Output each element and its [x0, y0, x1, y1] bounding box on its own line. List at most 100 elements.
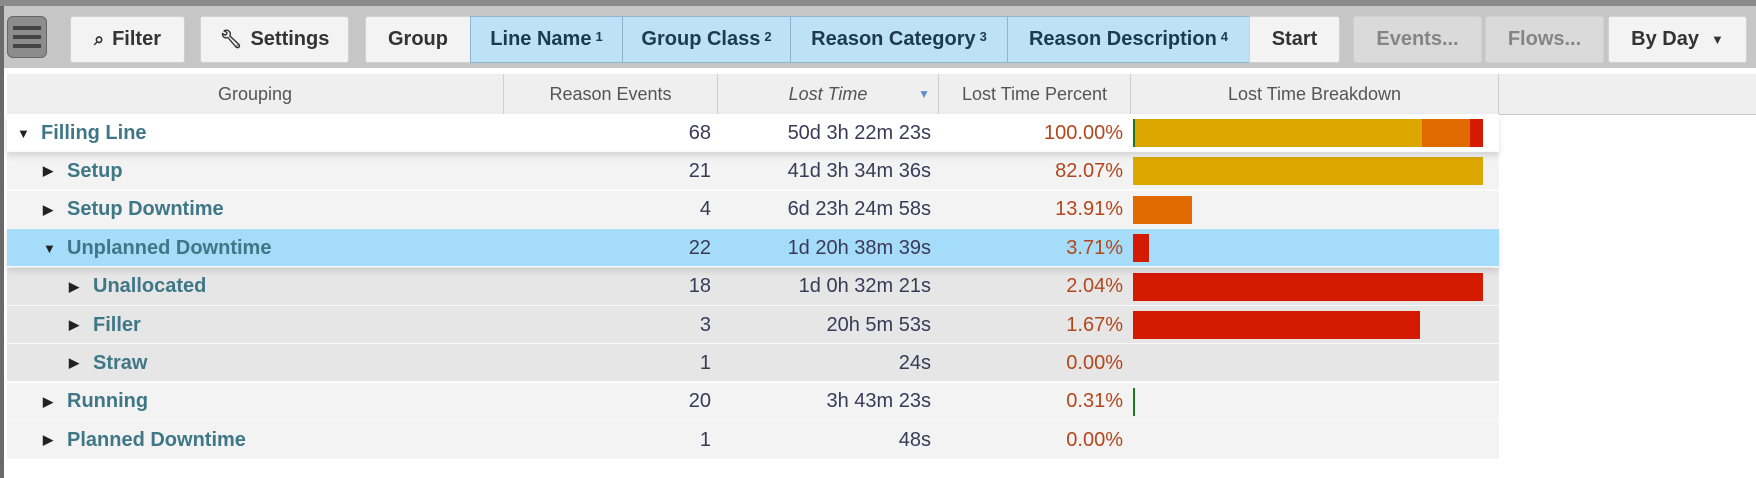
caret-right-icon[interactable]: ▶	[43, 201, 53, 217]
caret-right-icon[interactable]: ▶	[43, 393, 53, 409]
row-lost-time: 6d 23h 24m 58s	[787, 198, 931, 221]
breakdown-segment	[1133, 119, 1135, 147]
table-row[interactable]: ▼ Filling Line 68 50d 3h 22m 23s 100.00%	[7, 114, 1499, 152]
group-chip-reason-category[interactable]: Reason Category 3	[790, 16, 1008, 63]
period-label: By Day	[1631, 28, 1699, 50]
row-name: Unallocated	[93, 275, 207, 298]
breakdown-bar	[1133, 195, 1193, 224]
caret-right-icon[interactable]: ▶	[69, 355, 79, 371]
row-grouping: ▶ Unallocated	[69, 268, 206, 306]
chip-order: 1	[595, 29, 603, 44]
table-row[interactable]: ▶ Straw 1 24s 0.00%	[7, 344, 1499, 383]
period-dropdown[interactable]: By Day ▼	[1608, 16, 1747, 63]
breakdown-bar	[1133, 311, 1420, 339]
breakdown-bar	[1133, 119, 1483, 147]
row-lost-time-percent: 3.71%	[1066, 236, 1123, 259]
flows-button[interactable]: Flows...	[1485, 16, 1604, 63]
caret-down-icon[interactable]: ▼	[43, 240, 56, 256]
row-grouping: ▶ Filler	[69, 306, 141, 344]
breakdown-segment	[1470, 119, 1483, 147]
row-events: 1	[699, 428, 711, 451]
caret-right-icon[interactable]: ▶	[69, 278, 79, 294]
group-label: Group	[388, 28, 448, 50]
column-header-lost-time[interactable]: Lost Time ▼	[718, 74, 939, 114]
group-button[interactable]: Group	[365, 16, 471, 63]
chip-order: 2	[764, 29, 772, 44]
row-grouping: ▼ Unplanned Downtime	[43, 229, 271, 267]
row-events: 1	[699, 351, 711, 374]
chip-order: 4	[1220, 29, 1229, 44]
group-chip-line-name[interactable]: Line Name 1	[470, 16, 623, 63]
row-lost-time-percent: 82.07%	[1055, 159, 1123, 182]
flows-label: Flows...	[1507, 28, 1582, 50]
chip-label: Group Class	[641, 28, 761, 50]
row-name: Filling Line	[41, 121, 147, 144]
header-label: Lost Time	[788, 83, 868, 104]
row-lost-time-percent: 100.00%	[1044, 121, 1123, 144]
chip-label: Reason Category	[811, 28, 976, 50]
breakdown-bar	[1133, 272, 1483, 301]
caret-right-icon[interactable]: ▶	[43, 163, 53, 179]
chip-label: Reason Description	[1028, 28, 1217, 50]
row-lost-time: 41d 3h 34m 36s	[787, 159, 931, 182]
breakdown-segment	[1133, 272, 1483, 301]
column-header-lost-time-percent[interactable]: Lost Time Percent	[939, 74, 1131, 114]
row-lost-time-percent: 0.00%	[1066, 351, 1123, 374]
table-row[interactable]: ▶ Unallocated 18 1d 0h 32m 21s 2.04%	[7, 267, 1499, 306]
column-header-reason-events[interactable]: Reason Events	[504, 74, 718, 114]
filter-button[interactable]: ⌕ Filter	[70, 16, 185, 63]
header-label: Lost Time Percent	[961, 83, 1108, 104]
caret-down-icon: ▼	[1710, 32, 1724, 47]
breakdown-segment	[1133, 195, 1193, 224]
start-button[interactable]: Start	[1249, 16, 1340, 63]
row-events: 20	[688, 390, 711, 413]
breakdown-bar	[1133, 157, 1483, 186]
sort-descending-icon: ▼	[918, 87, 930, 101]
caret-right-icon[interactable]: ▶	[43, 432, 53, 448]
row-name: Setup	[67, 159, 123, 182]
row-name: Straw	[93, 351, 148, 374]
row-events: 4	[699, 198, 711, 221]
table-row[interactable]: ▶ Planned Downtime 1 48s 0.00%	[7, 421, 1499, 460]
breakdown-segment	[1133, 311, 1420, 339]
breakdown-segment	[1421, 119, 1471, 147]
row-lost-time-percent: 1.67%	[1066, 313, 1123, 336]
row-grouping: ▶ Straw	[69, 344, 147, 382]
hamburger-icon	[13, 26, 41, 30]
column-header-lost-time-breakdown[interactable]: Lost Time Breakdown	[1131, 74, 1499, 114]
chip-label: Line Name	[490, 28, 592, 50]
filter-label: Filter	[112, 28, 161, 50]
caret-down-icon[interactable]: ▼	[17, 125, 30, 141]
left-border	[0, 6, 4, 478]
row-events: 68	[688, 121, 711, 144]
row-lost-time-percent: 13.91%	[1055, 198, 1123, 221]
row-grouping: ▶ Planned Downtime	[43, 421, 246, 459]
table-header: Grouping Reason Events Lost Time ▼ Lost T…	[7, 74, 1756, 115]
breakdown-segment	[1133, 387, 1135, 416]
row-lost-time-percent: 2.04%	[1066, 275, 1123, 298]
table-row[interactable]: ▶ Setup 21 41d 3h 34m 36s 82.07%	[7, 152, 1499, 191]
settings-label: Settings	[250, 28, 330, 50]
group-chip-reason-description[interactable]: Reason Description 4	[1007, 16, 1250, 63]
row-lost-time-percent: 0.00%	[1066, 428, 1123, 451]
hamburger-icon-bar	[13, 35, 41, 39]
breakdown-segment	[1135, 119, 1422, 147]
row-lost-time: 50d 3h 22m 23s	[787, 121, 931, 144]
row-grouping: ▶ Setup Downtime	[43, 191, 224, 229]
table-row[interactable]: ▶ Filler 3 20h 5m 53s 1.67%	[7, 306, 1499, 344]
window-top-strip	[0, 0, 1756, 6]
events-button[interactable]: Events...	[1353, 16, 1482, 63]
breakdown-segment	[1133, 234, 1149, 263]
table-row[interactable]: ▼ Unplanned Downtime 22 1d 20h 38m 39s 3…	[7, 229, 1499, 268]
group-chip-group-class[interactable]: Group Class 2	[622, 16, 791, 63]
hamburger-menu-button[interactable]	[7, 16, 47, 58]
row-name: Filler	[93, 313, 141, 336]
row-grouping: ▼ Filling Line	[17, 114, 147, 152]
table-row[interactable]: ▶ Running 20 3h 43m 23s 0.31%	[7, 382, 1499, 421]
start-label: Start	[1271, 28, 1318, 50]
table-row[interactable]: ▶ Setup Downtime 4 6d 23h 24m 58s 13.91%	[7, 190, 1499, 229]
column-header-grouping[interactable]: Grouping	[7, 74, 504, 114]
header-label: Grouping	[217, 83, 293, 104]
caret-right-icon[interactable]: ▶	[69, 317, 79, 332]
settings-button[interactable]: 🔧︎ Settings	[200, 16, 349, 63]
